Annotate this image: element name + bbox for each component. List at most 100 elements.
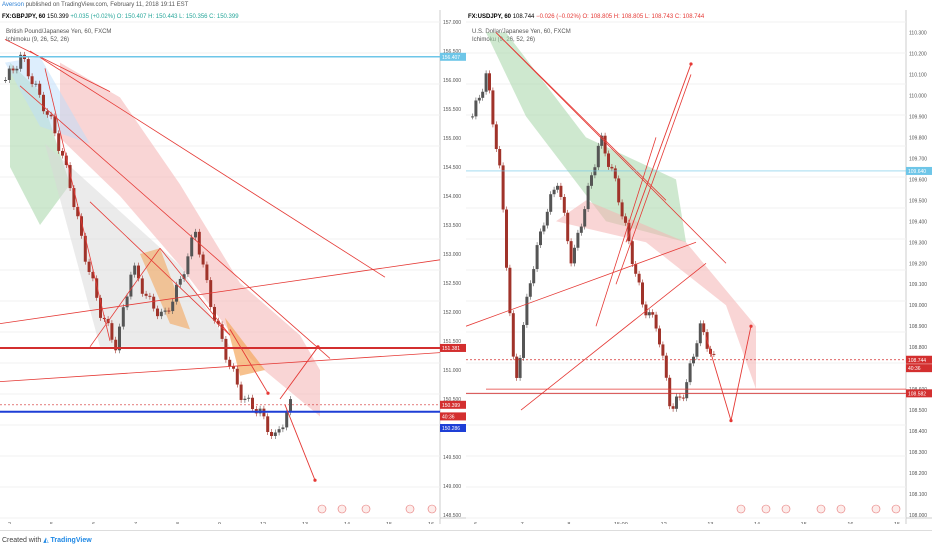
x-tick-label: 12 [260,522,266,524]
candle-body [644,304,648,316]
candle-body [688,363,692,383]
trend-line [595,137,657,327]
y-tick-label: 108.200 [909,471,927,477]
candle-body [281,427,285,430]
event-flag-icon [337,504,347,514]
candle-body [95,278,99,298]
y-tick-label: 152.500 [443,281,461,287]
candle-body [552,189,556,195]
candle-body [80,216,83,236]
candle-body [671,406,675,409]
trend-line [89,201,231,336]
price-tag-label: 109.640 [908,169,926,175]
trend-line [159,247,231,336]
candle-body [712,353,716,355]
price-tag [906,166,932,175]
candle-body [695,343,699,357]
x-tick-label: 15 [801,522,807,524]
y-tick-label: 109.400 [909,219,927,225]
price-tag-label: 156.407 [442,55,460,61]
left-chart[interactable]: 157.000 156.500 156.000 155.500 155.000 154.5… [0,10,466,524]
candle-body [239,384,243,400]
x-tick-label: 13 [707,522,713,524]
tradingview-brand[interactable]: TradingView [50,537,92,544]
arrow-line [625,63,692,243]
event-flag-icon [361,504,371,514]
arrow-head [689,62,693,66]
event-flag-icon [736,504,746,514]
x-tick-label: 2 [8,522,11,524]
x-tick-label: 15 [894,522,900,524]
y-tick-label: 109.600 [909,177,927,183]
trend-line [19,85,331,359]
x-tick-label: 12 [661,522,667,524]
event-flag-icon [816,504,826,514]
arrow-line [705,336,732,421]
candle-body [34,83,38,85]
price-tag [440,412,466,421]
candle-body [235,368,239,385]
arrow-line [229,329,269,394]
drawing-region [140,248,190,330]
y-tick-label: 151.000 [443,368,461,374]
left-indicator[interactable]: Ichimoku (9, 26, 52, 26) [6,37,70,43]
candle-body [83,235,87,262]
candle-body [53,116,57,134]
y-tick-label: 108.300 [909,450,927,456]
price-tag-label: 151.381 [442,346,460,352]
trend-line [520,262,707,411]
candle-body [7,68,11,80]
x-tick-label: 7 [134,522,137,524]
y-tick-label: 153.000 [443,252,461,258]
candle-body [19,54,23,69]
trend-line [466,241,697,327]
y-tick-label: 156.000 [443,78,461,84]
candle-body [583,209,587,227]
candle-body [201,254,205,265]
footer: Created with ◭ TradingView [0,530,932,551]
candle-body [678,396,682,398]
candle-body [576,232,580,248]
left-header: FX:GBPJPY, 60 150.399 +0.035 (+0.02%) O:… [2,14,239,20]
candle-body [224,338,228,360]
candle-body [658,328,661,345]
right-header: FX:USDJPY, 60 108.744 −0.026 (−0.02%) O:… [468,14,705,20]
y-tick-label: 108.800 [909,345,927,351]
candle-body [216,320,220,325]
candle-body [620,202,624,217]
trend-line [495,32,727,264]
candle-body [175,284,178,302]
author-link[interactable]: Averson [2,2,24,8]
right-chart[interactable]: 110.300 110.200 110.100 110.000 109.900 109.8… [466,10,932,524]
y-tick-label: 149.500 [443,455,461,461]
candle-body [518,357,522,378]
trend-line [0,259,441,324]
candle-body [562,196,566,213]
candle-body [277,429,281,433]
candle-body [110,323,114,340]
candle-body [186,256,190,275]
candle-body [190,237,194,257]
candle-body [569,241,573,264]
arrow-head [266,391,270,395]
y-tick-label: 155.000 [443,136,461,142]
y-tick-label: 108.100 [909,492,927,498]
y-tick-label: 110.000 [909,93,927,99]
right-chart-panel[interactable]: FX:USDJPY, 60 108.744 −0.026 (−0.02%) O:… [466,10,932,524]
candle-body [488,73,491,91]
price-tag [906,389,932,398]
candle-body [651,312,655,315]
y-tick-label: 156.500 [443,49,461,55]
candle-body [251,397,254,410]
y-tick-label: 153.500 [443,223,461,229]
candle-body [87,261,91,272]
arrow-line [730,326,752,421]
candle-body [167,310,171,312]
candle-body [76,207,80,217]
right-title: U.S. Dollar/Japanese Yen, 60, FXCM [472,29,571,35]
trend-line [495,32,667,201]
candle-body [685,382,689,399]
candle-body [11,68,15,71]
arrow-head [313,478,317,482]
left-chart-panel[interactable]: FX:GBPJPY, 60 150.399 +0.035 (+0.02%) O:… [0,10,466,524]
